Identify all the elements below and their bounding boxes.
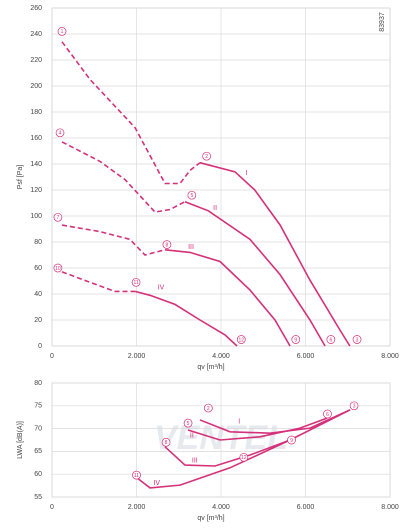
x-axis-label: qv [m³/h] [197,364,224,371]
marker-circle [55,128,65,138]
y-tick-label: 55 [34,494,42,501]
y-tick-label: 100 [30,213,42,220]
marker-label: 11 [134,473,139,479]
dashed-curve [61,141,186,213]
solid-curve [136,409,351,489]
marker-circle [162,240,172,249]
curve-label: II [213,205,217,212]
y-tick-label: 20 [34,317,42,324]
y-tick-label: 80 [34,239,42,246]
marker-circle [291,335,301,344]
marker-circle [236,335,246,344]
y-tick-label: 180 [30,109,42,116]
curve-label: III [192,457,198,464]
y-tick-label: 40 [34,291,42,298]
marker-label: 6 [329,337,332,343]
curve-label: I [238,419,240,426]
curve-label: IV [153,480,160,487]
y-tick-label: 220 [30,57,42,64]
x-tick-label: 2.000 [128,353,146,360]
solid-curve [164,439,291,467]
solid-curve [164,249,291,347]
dashed-curve [61,224,166,256]
solid-curve [187,417,328,441]
curve-label: IV [158,284,165,291]
marker-label: 10 [55,266,61,272]
marker-circle [202,151,211,161]
solid-curve [199,161,351,347]
marker-label: 8 [166,242,169,248]
marker-label: 2 [207,406,210,412]
marker-circle [352,335,362,344]
y-tick-label: 260 [30,5,42,12]
y-axis-label: Psf [Pa] [17,165,24,190]
y-tick-label: 80 [34,380,42,387]
marker-label: 3 [356,337,359,343]
marker-circle [132,470,141,480]
y-tick-label: 70 [34,425,42,432]
y-tick-label: 65 [34,448,42,455]
marker-label: 6 [326,412,329,418]
marker-label: 12 [238,337,244,343]
marker-circle [239,452,249,462]
marker-label: 3 [353,404,356,410]
x-tick-label: 6.000 [297,504,315,511]
marker-circle [53,263,63,273]
marker-circle [323,409,332,419]
solid-curve [199,409,351,434]
marker-circle [53,212,63,222]
curve-label: II [190,432,194,439]
x-tick-label: 2.000 [128,504,146,511]
x-tick-label: 0 [50,504,54,511]
marker-circle [161,437,171,447]
marker-label: 5 [187,421,190,427]
marker-label: 5 [190,193,193,199]
x-tick-label: 4.000 [212,353,230,360]
x-tick-label: 6.000 [297,353,315,360]
solid-curve [134,290,238,347]
marker-label: 8 [165,440,168,446]
drawing-code: 83937 [379,12,386,32]
dashed-curve [61,41,201,185]
marker-label: 11 [133,280,138,286]
x-tick-label: 4.000 [212,504,230,511]
y-tick-label: 60 [34,265,42,272]
y-tick-label: 0 [38,343,42,350]
marker-label: 9 [294,337,297,343]
x-tick-label: 8.000 [381,504,399,511]
dashed-curve [61,271,136,293]
y-tick-label: 60 [34,471,42,478]
marker-circle [203,403,213,413]
marker-circle [349,401,359,411]
marker-circle [326,335,336,344]
y-tick-label: 160 [30,135,42,142]
y-tick-label: 240 [30,31,42,38]
x-axis-label: qv [m³/h] [197,515,224,522]
solid-curve [184,200,326,347]
marker-circle [287,435,296,445]
marker-circle [131,277,141,287]
marker-circle [57,27,67,36]
y-tick-label: 200 [30,83,42,90]
x-tick-label: 8.000 [381,353,399,360]
y-axis-label: LWA [dB(A)] [17,421,24,459]
marker-label: 7 [57,215,60,221]
marker-circle [187,190,197,200]
marker-label: 2 [205,154,208,160]
marker-label: 12 [241,455,247,461]
y-tick-label: 140 [30,161,42,168]
marker-circle [183,418,193,428]
marker-label: 9 [290,438,293,444]
y-tick-label: 120 [30,187,42,194]
x-tick-label: 0 [50,353,54,360]
curve-label: III [188,244,194,251]
curve-label: I [245,170,247,177]
marker-label: 1 [61,29,64,35]
marker-label: 4 [59,131,62,137]
y-tick-label: 75 [34,403,42,410]
